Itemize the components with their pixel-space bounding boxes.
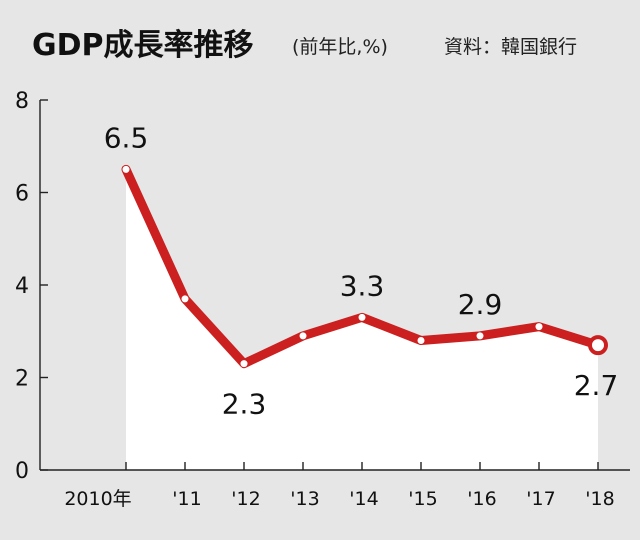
chart-subtitle: (前年比,%) bbox=[292, 36, 388, 58]
y-tick-label: 6 bbox=[15, 182, 29, 207]
plot-area: 0 2 4 6 8 2010年 '11 '12 '13 '14 '15 '16 '17 '18 6.5 2.3… bbox=[15, 89, 630, 510]
y-tick-label: 0 bbox=[15, 459, 29, 484]
data-point bbox=[181, 295, 189, 303]
data-point bbox=[240, 360, 248, 368]
data-label: 2.3 bbox=[222, 388, 267, 421]
data-point bbox=[535, 323, 543, 331]
data-point bbox=[122, 165, 130, 173]
data-label: 2.7 bbox=[574, 369, 619, 402]
data-point bbox=[299, 332, 307, 340]
data-point bbox=[476, 332, 484, 340]
y-tick-label: 2 bbox=[15, 367, 29, 392]
chart-title: GDP成長率推移 bbox=[32, 28, 254, 63]
data-point bbox=[588, 335, 608, 356]
data-point bbox=[358, 313, 366, 321]
y-tick-label: 8 bbox=[15, 89, 29, 114]
x-tick-label: 2010年 bbox=[64, 488, 131, 510]
data-label: 6.5 bbox=[104, 121, 149, 154]
x-tick-label: '11 bbox=[172, 488, 201, 510]
data-label: 2.9 bbox=[458, 288, 503, 321]
x-tick-label: '12 bbox=[231, 488, 260, 510]
y-tick-label: 4 bbox=[15, 274, 29, 299]
x-tick-label: '14 bbox=[349, 488, 378, 510]
x-tick-label: '13 bbox=[290, 488, 319, 510]
data-label: 3.3 bbox=[340, 269, 385, 302]
x-tick-label: '17 bbox=[526, 488, 555, 510]
x-tick-label: '18 bbox=[585, 488, 614, 510]
x-tick-label: '15 bbox=[408, 488, 437, 510]
data-point bbox=[417, 337, 425, 344]
chart-source: 資料：韓国銀行 bbox=[444, 36, 577, 58]
x-tick-label: '16 bbox=[467, 488, 496, 510]
